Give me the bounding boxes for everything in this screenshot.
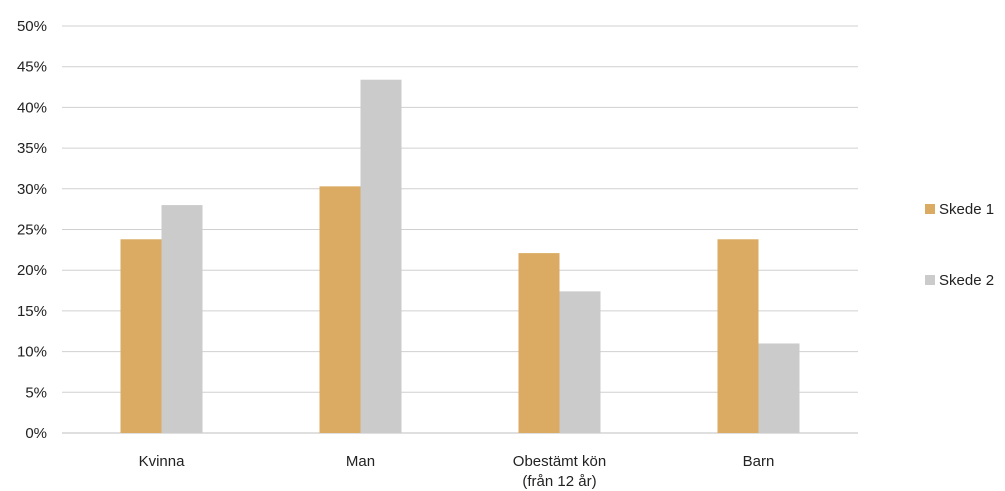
x-category-label: Barn bbox=[743, 453, 775, 470]
bar-skede-2 bbox=[360, 79, 402, 433]
bar-skede-1 bbox=[319, 186, 361, 433]
y-tick-label: 10% bbox=[17, 344, 47, 361]
y-tick-label: 0% bbox=[25, 425, 47, 442]
x-category-label: Obestämt kön bbox=[513, 453, 606, 470]
bars bbox=[120, 79, 800, 433]
y-tick-label: 35% bbox=[17, 140, 47, 157]
y-tick-label: 5% bbox=[25, 384, 47, 401]
y-tick-label: 50% bbox=[17, 18, 47, 35]
legend-swatch bbox=[925, 204, 935, 214]
y-tick-label: 15% bbox=[17, 303, 47, 320]
y-tick-label: 40% bbox=[17, 99, 47, 116]
legend-swatch bbox=[925, 275, 935, 285]
x-category-label: (från 12 år) bbox=[522, 473, 596, 490]
bar-skede-2 bbox=[161, 205, 203, 433]
y-tick-label: 25% bbox=[17, 222, 47, 239]
legend: Skede 1 Skede 2 bbox=[925, 201, 994, 289]
x-axis-category-labels: Kvinna Man Obestämt kön (från 12 år) Barn bbox=[139, 453, 775, 490]
legend-label: Skede 2 bbox=[939, 272, 994, 289]
y-tick-label: 45% bbox=[17, 59, 47, 76]
bar-skede-2 bbox=[559, 291, 601, 433]
bar-skede-2 bbox=[758, 343, 800, 433]
bar-skede-1 bbox=[120, 239, 162, 433]
y-axis-tick-labels: 0% 5% 10% 15% 20% 25% 30% 35% 40% 45% 50% bbox=[17, 18, 47, 442]
legend-label: Skede 1 bbox=[939, 201, 994, 218]
y-tick-label: 30% bbox=[17, 181, 47, 198]
bar-skede-1 bbox=[717, 239, 759, 433]
bar-skede-1 bbox=[518, 253, 560, 433]
x-category-label: Kvinna bbox=[139, 453, 186, 470]
x-category-label: Man bbox=[346, 453, 375, 470]
y-tick-label: 20% bbox=[17, 262, 47, 279]
